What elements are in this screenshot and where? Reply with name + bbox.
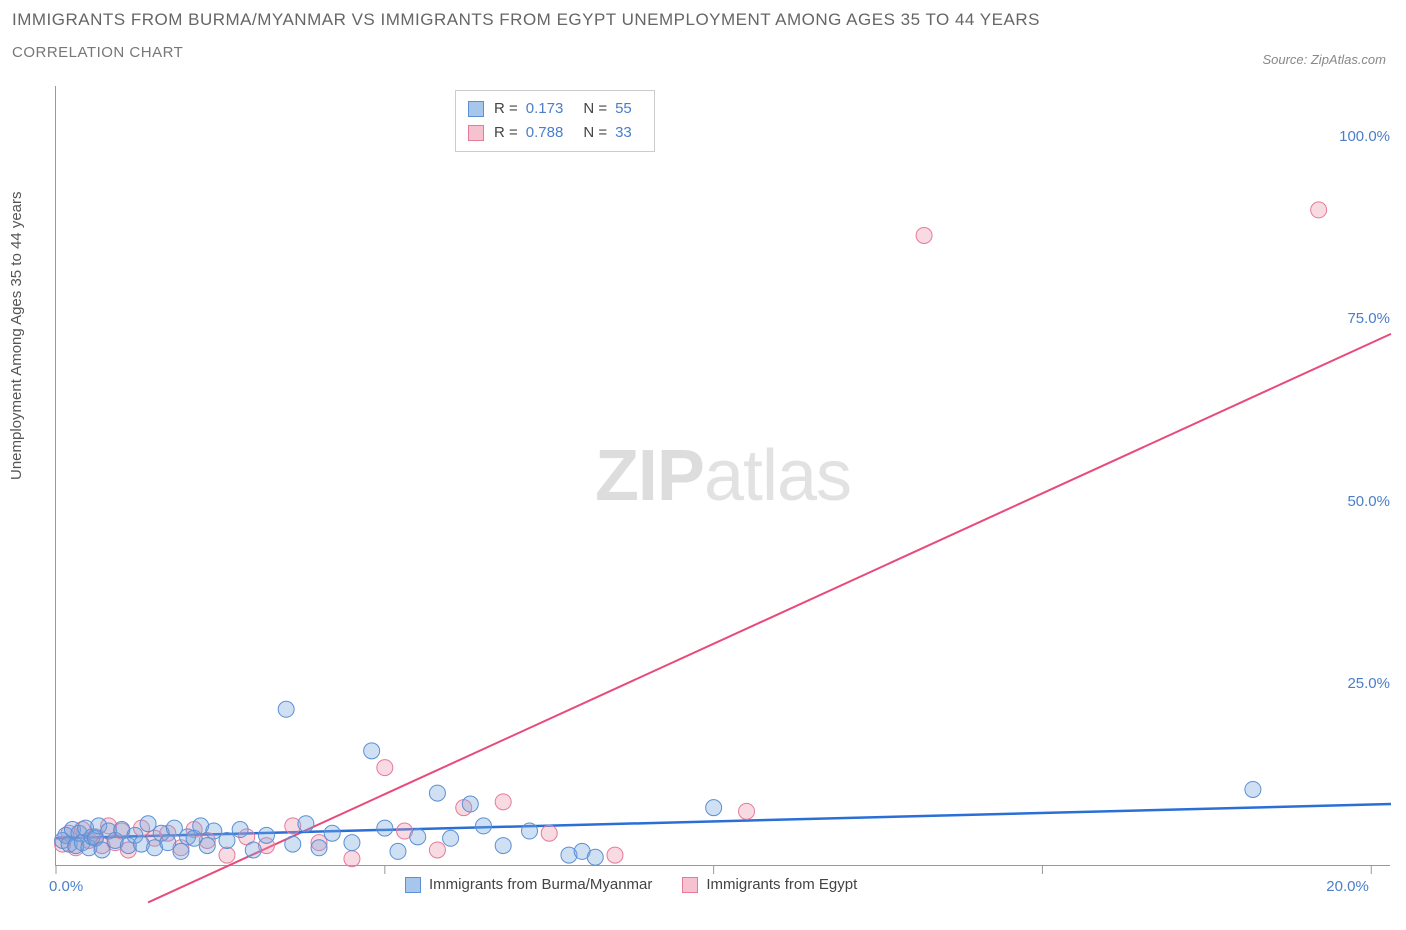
legend-r-value: 0.173 [526, 97, 564, 121]
legend-series-label: Immigrants from Egypt [706, 876, 857, 893]
legend-series: Immigrants from Burma/Myanmar Immigrants … [405, 876, 857, 893]
chart-title-main: Immigrants from Burma/Myanmar vs Immigra… [12, 10, 1040, 30]
y-tick-label: 75.0% [1330, 310, 1390, 327]
legend-r-label: R = [494, 121, 518, 145]
legend-correlation-row: R = 0.173 N = 55 [468, 97, 642, 121]
x-tick-label: 0.0% [49, 878, 83, 895]
legend-n-value: 55 [615, 97, 632, 121]
x-tick-label: 20.0% [1326, 878, 1369, 895]
y-tick-label: 100.0% [1330, 128, 1390, 145]
legend-n-value: 33 [615, 121, 632, 145]
chart-title-sub: Correlation Chart [12, 44, 1040, 61]
source-prefix: Source: [1262, 52, 1310, 67]
legend-series-label: Immigrants from Burma/Myanmar [429, 876, 652, 893]
y-axis-label: Unemployment Among Ages 35 to 44 years [8, 191, 25, 480]
source-name: ZipAtlas.com [1311, 52, 1386, 67]
legend-correlation-row: R = 0.788 N = 33 [468, 121, 642, 145]
y-tick-label: 50.0% [1330, 493, 1390, 510]
legend-swatch [468, 125, 484, 141]
legend-series-item: Immigrants from Burma/Myanmar [405, 876, 652, 893]
y-tick-label: 25.0% [1330, 675, 1390, 692]
plot-area: ZIPatlas [55, 86, 1390, 866]
legend-swatch [468, 101, 484, 117]
legend-n-label: N = [583, 97, 607, 121]
chart-title-block: Immigrants from Burma/Myanmar vs Immigra… [12, 10, 1040, 61]
legend-r-label: R = [494, 97, 518, 121]
plot-svg [56, 86, 1390, 865]
legend-swatch [682, 877, 698, 893]
legend-r-value: 0.788 [526, 121, 564, 145]
legend-correlation: R = 0.173 N = 55 R = 0.788 N = 33 [455, 90, 655, 152]
legend-n-label: N = [583, 121, 607, 145]
source-attribution: Source: ZipAtlas.com [1262, 52, 1386, 67]
legend-series-item: Immigrants from Egypt [682, 876, 857, 893]
legend-swatch [405, 877, 421, 893]
